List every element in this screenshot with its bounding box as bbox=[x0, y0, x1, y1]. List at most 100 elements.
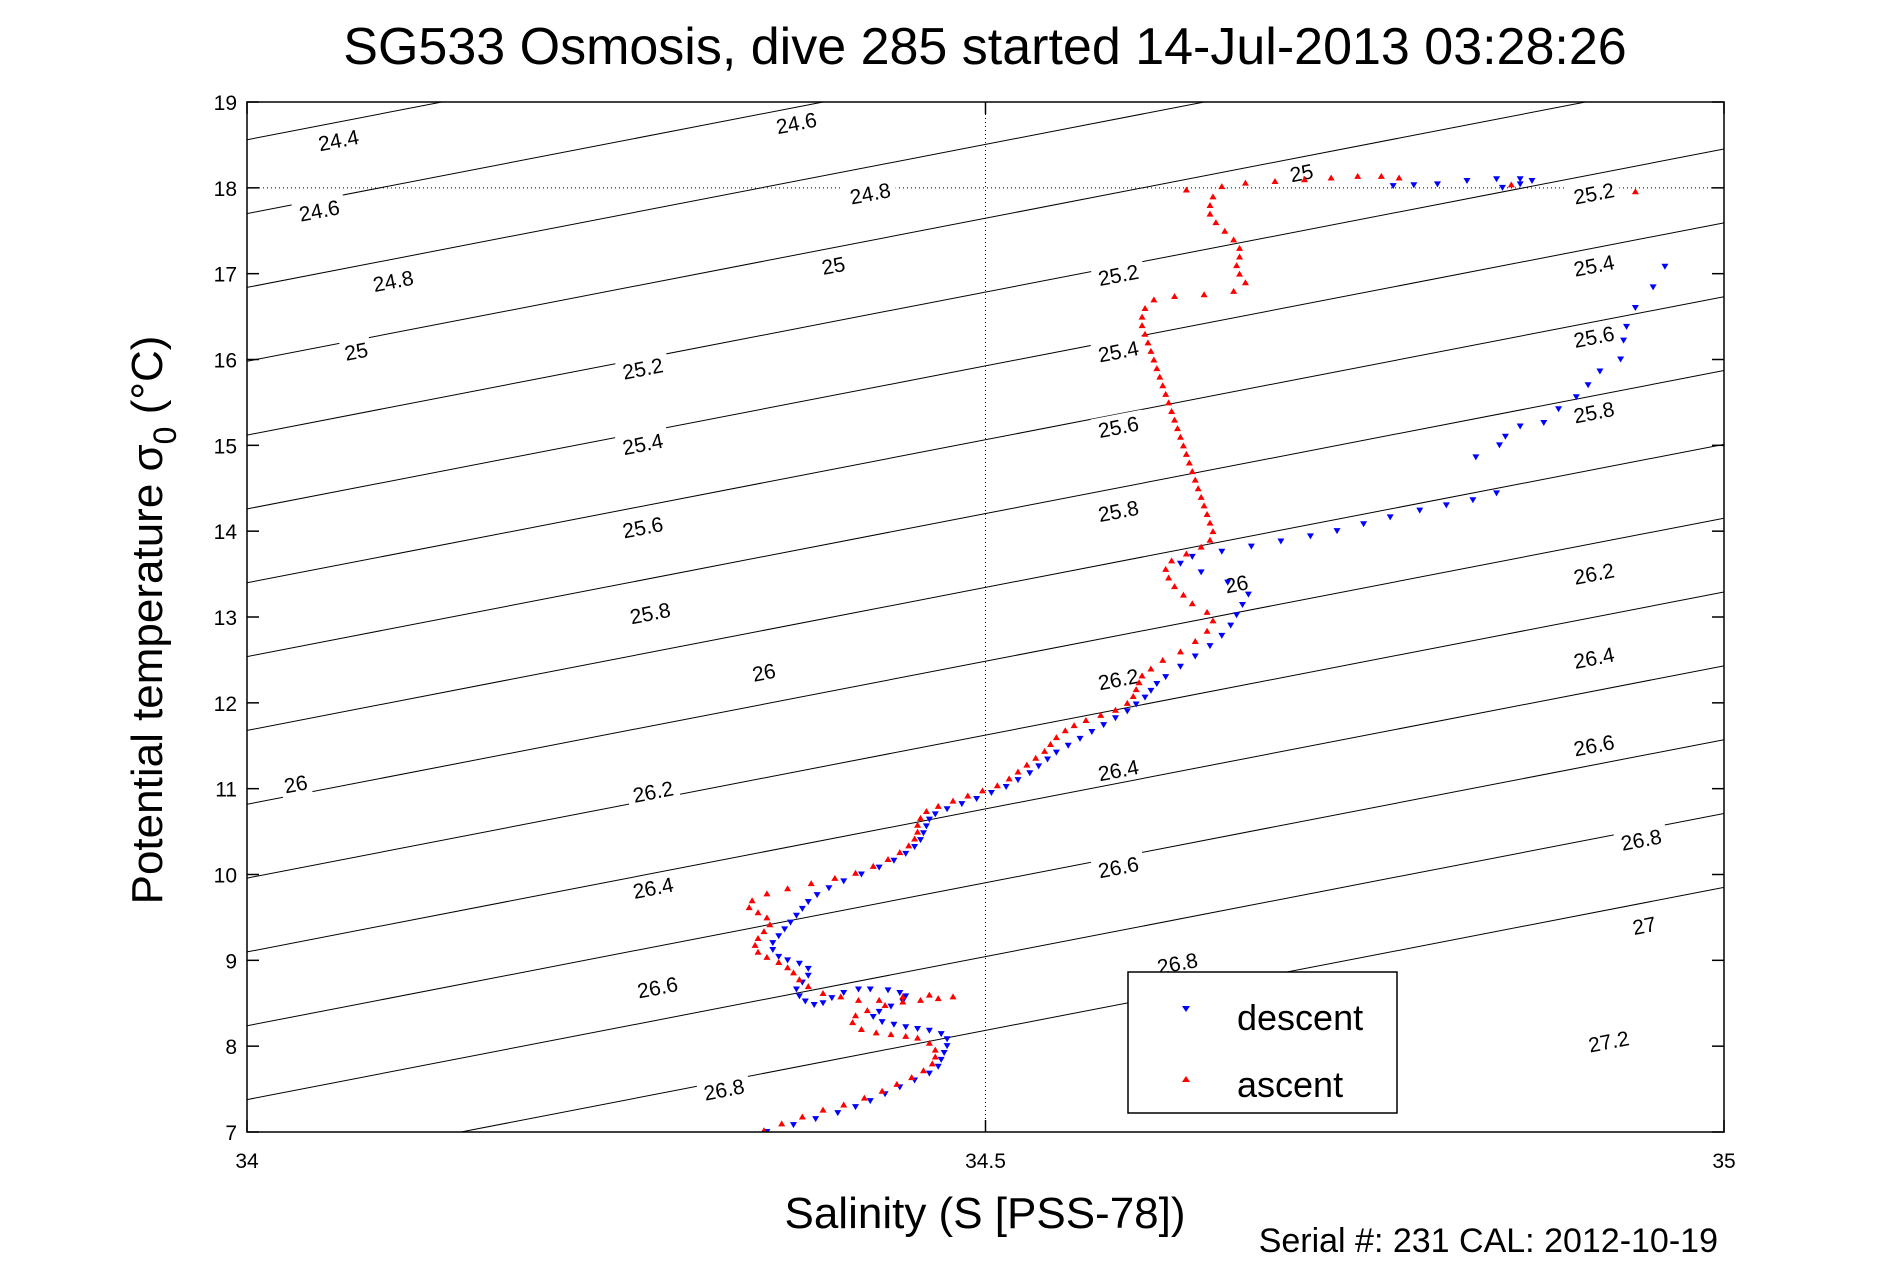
ascent-point bbox=[1159, 382, 1167, 389]
y-tick-label: 13 bbox=[214, 607, 237, 630]
ascent-point bbox=[1206, 210, 1214, 217]
ascent-point bbox=[1046, 741, 1054, 748]
ascent-point bbox=[819, 989, 827, 996]
ascent-point bbox=[1132, 686, 1140, 693]
contour-label-bg bbox=[625, 870, 681, 904]
y-tick-label: 14 bbox=[214, 521, 238, 544]
ascent-point bbox=[1203, 608, 1211, 615]
descent-point bbox=[1044, 756, 1052, 763]
ascent-point bbox=[1209, 193, 1217, 200]
descent-point bbox=[1540, 420, 1548, 427]
ascent-point bbox=[819, 1106, 827, 1113]
ascent-point bbox=[1301, 176, 1309, 183]
ascent-point bbox=[1070, 722, 1078, 729]
ascent-point bbox=[1138, 322, 1146, 329]
density-contours bbox=[247, 102, 1724, 1132]
isopycnal-line bbox=[247, 813, 1724, 1101]
ascent-point bbox=[1188, 468, 1196, 475]
descent-point bbox=[934, 1063, 942, 1070]
descent-point bbox=[890, 1021, 898, 1028]
y-axis-label: Potential temperature σ0 (°C) bbox=[123, 336, 183, 905]
ascent-point bbox=[1123, 699, 1131, 706]
descent-point bbox=[917, 837, 925, 844]
descent-point bbox=[854, 986, 862, 993]
ascent-point bbox=[1354, 172, 1362, 179]
ascent-point bbox=[1023, 761, 1031, 768]
descent-point bbox=[795, 960, 803, 967]
ascent-point bbox=[1159, 656, 1167, 663]
ascent-point bbox=[763, 890, 771, 897]
ascent-point bbox=[863, 1007, 871, 1014]
descent-point bbox=[1495, 442, 1503, 449]
contour-label-bg bbox=[1090, 849, 1147, 884]
contour-label: 26 bbox=[278, 768, 313, 798]
ascent-point bbox=[1236, 270, 1244, 277]
ascent-point bbox=[1165, 399, 1173, 406]
ascent-point bbox=[1212, 219, 1220, 226]
descent-point bbox=[828, 995, 836, 1002]
descent-point bbox=[857, 871, 865, 878]
ascent-point bbox=[1206, 536, 1214, 543]
contour-label-bg bbox=[1627, 910, 1662, 940]
descent-point bbox=[1631, 305, 1639, 311]
contour-label-bg bbox=[1149, 946, 1206, 980]
ascent-point bbox=[911, 835, 919, 842]
ascent-point bbox=[949, 797, 957, 804]
ascent-point bbox=[919, 1067, 927, 1074]
descent-point bbox=[940, 1050, 948, 1057]
descent-point bbox=[1147, 687, 1155, 694]
ascent-point bbox=[837, 993, 845, 1000]
descent-point bbox=[1188, 553, 1196, 560]
contour-label: 25.4 bbox=[1566, 248, 1622, 282]
descent-point bbox=[798, 905, 806, 912]
ascent-point bbox=[1082, 717, 1090, 723]
ascent-point bbox=[1233, 262, 1241, 269]
ascent-point bbox=[928, 1060, 936, 1067]
isopycnal-line bbox=[247, 148, 1724, 436]
contour-label-bg bbox=[1566, 556, 1622, 590]
contour-label-text: 26 bbox=[282, 771, 309, 798]
contour-label: 25.2 bbox=[614, 351, 671, 385]
ascent-point bbox=[798, 1113, 806, 1120]
contour-label-bg bbox=[1090, 334, 1147, 368]
ascent-point bbox=[1206, 202, 1214, 208]
ascent-point bbox=[775, 959, 783, 966]
x-tick-label: 34.5 bbox=[965, 1150, 1006, 1173]
ascent-point bbox=[1241, 279, 1249, 286]
descent-point bbox=[825, 885, 833, 892]
descent-point bbox=[819, 1000, 827, 1007]
contour-label: 24.6 bbox=[291, 193, 347, 227]
descent-point bbox=[1463, 177, 1471, 184]
descent-point bbox=[1516, 423, 1524, 430]
y-axis-label-unit: (°C) bbox=[123, 336, 172, 427]
y-tick-label: 16 bbox=[214, 350, 237, 373]
contour-label: 26 bbox=[746, 657, 781, 687]
contour-label: 27 bbox=[1627, 910, 1662, 940]
descent-point bbox=[1052, 749, 1060, 756]
ascent-point bbox=[1203, 627, 1211, 634]
legend-descent-label: descent bbox=[1237, 997, 1363, 1038]
ascent-point bbox=[760, 928, 768, 935]
descent-point bbox=[792, 912, 800, 919]
descent-point bbox=[943, 806, 951, 813]
ascent-point bbox=[852, 1012, 860, 1019]
ascent-point bbox=[1182, 550, 1190, 557]
y-axis-label-subscript: 0 bbox=[147, 427, 183, 445]
ascent-point bbox=[1141, 330, 1149, 337]
isopycnal-line bbox=[247, 739, 1724, 1027]
descent-point bbox=[1596, 368, 1604, 375]
y-tick-label: 18 bbox=[214, 178, 237, 201]
ascent-point bbox=[993, 782, 1001, 789]
contour-label-bg bbox=[1219, 568, 1254, 599]
contour-label-bg bbox=[696, 1072, 752, 1106]
descent-point bbox=[884, 987, 892, 994]
ascent-point bbox=[1171, 292, 1179, 299]
descent-point bbox=[1088, 729, 1096, 736]
ascent-point bbox=[872, 1029, 880, 1036]
descent-point bbox=[1306, 533, 1314, 540]
ascent-point bbox=[784, 964, 792, 971]
ascent-point bbox=[917, 814, 925, 821]
ascent-point bbox=[1097, 711, 1105, 718]
descent-point bbox=[896, 989, 904, 996]
ascent-point bbox=[1032, 754, 1040, 761]
